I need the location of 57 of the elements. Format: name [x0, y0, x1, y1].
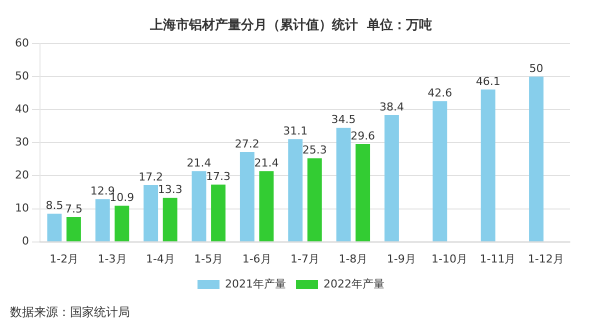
- chart-title: 上海市铝材产量分月（累计值）统计 单位：万吨: [148, 17, 432, 34]
- bar: [336, 128, 351, 242]
- bar: [95, 199, 110, 242]
- bar: [114, 206, 130, 242]
- bar: [529, 76, 544, 242]
- y-tick-label: 50: [14, 69, 29, 82]
- y-tick-label: 20: [14, 168, 29, 182]
- data-label: 12.9: [90, 184, 115, 198]
- bar: [307, 158, 322, 242]
- bar: [480, 90, 496, 242]
- data-label: 50: [529, 62, 544, 75]
- y-tick-label: 30: [14, 136, 29, 149]
- data-label: 42.6: [428, 86, 452, 100]
- data-label: 38.4: [379, 100, 404, 114]
- data-label: 8.5: [46, 199, 64, 212]
- data-label: 7.5: [64, 202, 82, 216]
- data-label: 13.3: [158, 183, 182, 196]
- data-label: 21.4: [254, 156, 279, 170]
- bar: [288, 139, 303, 242]
- x-tick-label: 1-3月: [98, 252, 127, 266]
- data-label: 27.2: [234, 137, 260, 150]
- bar: [356, 144, 370, 242]
- x-tick-label: 1-5月: [194, 252, 224, 266]
- bar: [66, 217, 81, 242]
- data-label: 21.4: [186, 156, 212, 170]
- source-note: 数据来源：国家统计局: [10, 304, 130, 321]
- x-tick-label: 1-10月: [432, 252, 468, 266]
- x-tick-label: 1-2月: [50, 252, 79, 266]
- legend-label: 2022年产量: [324, 277, 384, 290]
- bar: [162, 198, 178, 242]
- bar: [144, 184, 158, 242]
- data-label: 17.2: [138, 170, 164, 184]
- data-label: 46.1: [476, 74, 500, 88]
- bar: [384, 114, 399, 242]
- x-tick-label: 1-8月: [338, 252, 368, 266]
- x-tick-label: 1-6月: [242, 252, 272, 266]
- x-tick-label: 1-4月: [146, 252, 175, 266]
- x-tick-label: 1-9月: [386, 252, 416, 266]
- data-label: 34.5: [331, 113, 356, 126]
- data-label: 25.3: [302, 144, 327, 157]
- bar: [192, 171, 206, 242]
- x-tick-label: 1-11月: [480, 252, 516, 266]
- bar: [47, 214, 62, 242]
- x-tick-label: 1-12月: [528, 252, 564, 266]
- bar: [240, 152, 254, 242]
- bar: [432, 101, 448, 242]
- y-tick-label: 0: [22, 234, 29, 248]
- legend-label: 2021年产量: [225, 277, 286, 290]
- y-tick-label: 40: [14, 102, 29, 116]
- data-label: 17.3: [206, 170, 231, 184]
- bar: [259, 171, 274, 242]
- data-label: 31.1: [283, 124, 308, 138]
- x-tick-label: 1-7月: [290, 252, 320, 266]
- y-tick-label: 60: [14, 36, 29, 50]
- y-tick-label: 10: [14, 202, 29, 215]
- data-label: 29.6: [350, 129, 376, 142]
- bar: [211, 184, 226, 242]
